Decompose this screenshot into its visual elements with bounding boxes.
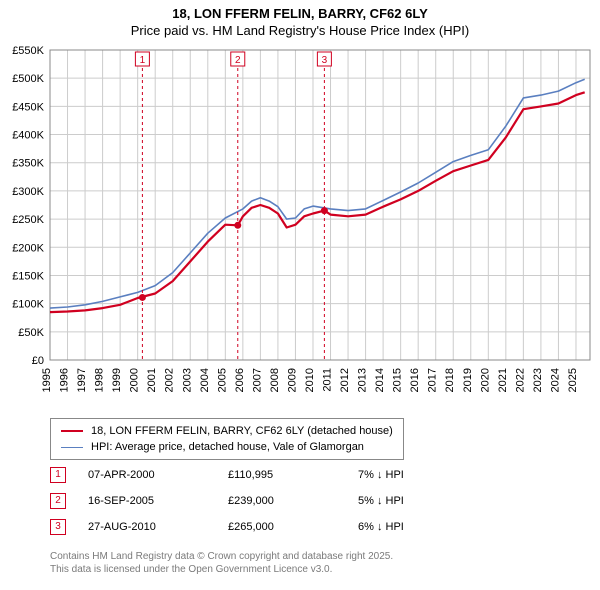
y-tick-label: £50K: [18, 327, 44, 339]
legend-row: 18, LON FFERM FELIN, BARRY, CF62 6LY (de…: [61, 423, 393, 439]
attribution-line-1: Contains HM Land Registry data © Crown c…: [50, 550, 393, 563]
sale-marker-number: 1: [140, 55, 146, 66]
x-tick-label: 2010: [304, 368, 316, 392]
x-tick-label: 2020: [479, 368, 491, 392]
y-tick-label: £550K: [12, 45, 44, 57]
legend-row: HPI: Average price, detached house, Vale…: [61, 439, 393, 455]
x-tick-label: 2014: [374, 368, 386, 392]
sale-dot: [139, 294, 146, 301]
sale-marker-number: 3: [322, 55, 328, 66]
sale-row-marker: 1: [50, 467, 66, 483]
y-tick-label: £200K: [12, 242, 44, 254]
chart-area: £0 £50K £100K £150K £200K £250K £300K £350K £400…: [0, 40, 600, 410]
sale-row-date: 27-AUG-2010: [88, 521, 228, 533]
x-tick-label: 2022: [514, 368, 526, 392]
x-tick-label: 2008: [269, 368, 281, 392]
y-tick-label: £150K: [12, 270, 44, 282]
y-tick-label: £350K: [12, 158, 44, 170]
x-tick-label: 2004: [199, 368, 211, 392]
legend-label: HPI: Average price, detached house, Vale…: [91, 439, 364, 455]
legend-swatch: [61, 430, 83, 432]
sales-table: 1 07-APR-2000£110,9957% ↓ HPI 2 16-SEP-2005…: [50, 462, 404, 540]
x-tick-label: 2015: [392, 368, 404, 392]
x-tick-label: 2021: [497, 368, 509, 392]
x-tick-label: 2023: [532, 368, 544, 392]
legend: 18, LON FFERM FELIN, BARRY, CF62 6LY (de…: [50, 418, 404, 460]
y-tick-label: £0: [32, 355, 44, 367]
sale-row-hpi: 5% ↓ HPI: [358, 495, 404, 507]
sale-row-marker: 3: [50, 519, 66, 535]
x-tick-label: 1996: [59, 368, 71, 392]
y-tick-label: £400K: [12, 130, 44, 142]
series-property: [50, 92, 585, 312]
x-tick-label: 1998: [94, 368, 106, 392]
sale-row: 1 07-APR-2000£110,9957% ↓ HPI: [50, 462, 404, 488]
sale-row: 2 16-SEP-2005£239,0005% ↓ HPI: [50, 488, 404, 514]
x-tick-label: 2024: [549, 368, 561, 392]
x-tick-label: 2018: [444, 368, 456, 392]
sale-row: 3 27-AUG-2010£265,0006% ↓ HPI: [50, 514, 404, 540]
sale-row-hpi: 6% ↓ HPI: [358, 521, 404, 533]
sale-row-hpi: 7% ↓ HPI: [358, 469, 404, 481]
chart-container: 18, LON FFERM FELIN, BARRY, CF62 6LY Pri…: [0, 0, 600, 590]
x-tick-label: 1997: [76, 368, 88, 392]
series-hpi: [50, 79, 585, 308]
title-line-2: Price paid vs. HM Land Registry's House …: [0, 21, 600, 38]
sale-dot: [234, 222, 241, 229]
x-tick-label: 2019: [462, 368, 474, 392]
sale-row-marker: 2: [50, 493, 66, 509]
x-tick-label: 1999: [111, 368, 123, 392]
y-tick-label: £500K: [12, 73, 44, 85]
sale-row-price: £265,000: [228, 521, 358, 533]
sale-row-price: £239,000: [228, 495, 358, 507]
sale-row-date: 07-APR-2000: [88, 469, 228, 481]
y-tick-label: £100K: [12, 299, 44, 311]
sale-dot: [321, 207, 328, 214]
x-tick-label: 2002: [164, 368, 176, 392]
attribution-line-2: This data is licensed under the Open Gov…: [50, 563, 393, 576]
chart-svg: £0 £50K £100K £150K £200K £250K £300K £350K £400…: [0, 40, 600, 410]
x-tick-label: 2000: [129, 368, 141, 392]
x-tick-label: 1995: [41, 368, 53, 392]
x-tick-label: 2007: [251, 368, 263, 392]
x-tick-label: 2016: [409, 368, 421, 392]
x-tick-label: 2006: [234, 368, 246, 392]
y-tick-label: £250K: [12, 214, 44, 226]
y-tick-label: £450K: [12, 101, 44, 113]
x-tick-label: 2009: [286, 368, 298, 392]
x-tick-label: 2005: [216, 368, 228, 392]
x-tick-label: 2011: [322, 368, 334, 392]
legend-label: 18, LON FFERM FELIN, BARRY, CF62 6LY (de…: [91, 423, 393, 439]
y-tick-label: £300K: [12, 186, 44, 198]
sale-row-date: 16-SEP-2005: [88, 495, 228, 507]
x-tick-label: 2012: [339, 368, 351, 392]
x-tick-label: 2003: [181, 368, 193, 392]
legend-swatch: [61, 447, 83, 448]
x-tick-label: 2013: [357, 368, 369, 392]
x-tick-label: 2025: [567, 368, 579, 392]
x-tick-label: 2017: [427, 368, 439, 392]
x-tick-label: 2001: [146, 368, 158, 392]
attribution: Contains HM Land Registry data © Crown c…: [50, 550, 393, 576]
sale-row-price: £110,995: [228, 469, 358, 481]
title-line-1: 18, LON FFERM FELIN, BARRY, CF62 6LY: [0, 0, 600, 21]
sale-marker-number: 2: [235, 55, 241, 66]
